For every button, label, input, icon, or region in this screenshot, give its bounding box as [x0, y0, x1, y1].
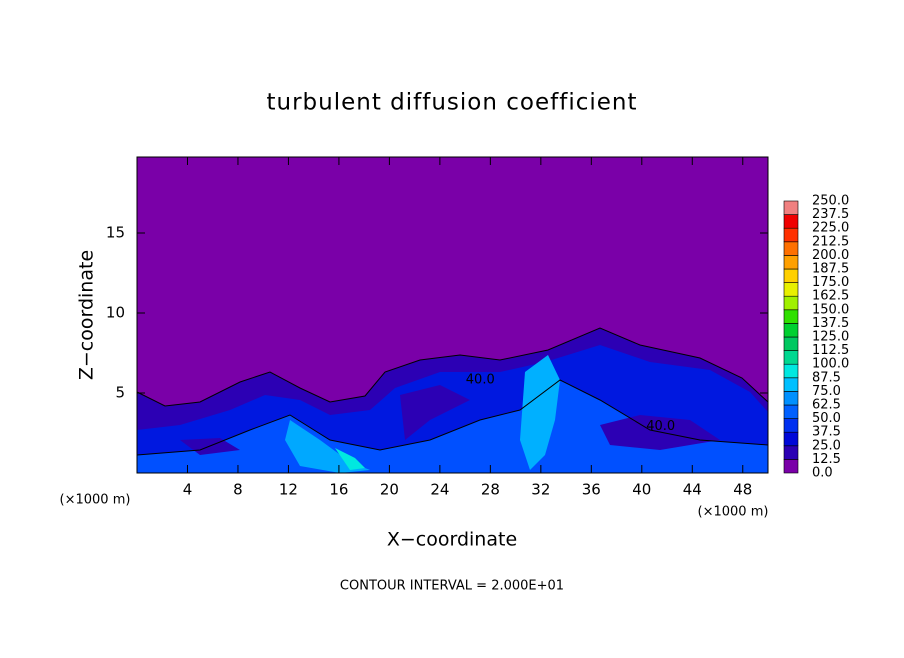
- colorbar-cell: [783, 241, 799, 256]
- x-tick-label: 28: [481, 481, 500, 499]
- chart-title: turbulent diffusion coefficient: [266, 90, 637, 116]
- colorbar-label: 37.5: [812, 425, 841, 440]
- x-tick-label: 32: [531, 481, 550, 499]
- contour-interval: CONTOUR INTERVAL = 2.000E+01: [340, 579, 564, 594]
- colorbar-cell: [783, 282, 799, 297]
- colorbar-label: 100.0: [812, 357, 849, 372]
- x-tick-label: 4: [183, 481, 193, 499]
- colorbar-cell: [783, 214, 799, 229]
- colorbar-label: 62.5: [812, 398, 841, 413]
- x-tick-label: 40: [632, 481, 651, 499]
- colorbar-label: 212.5: [812, 234, 849, 249]
- colorbar-cell: [783, 309, 799, 324]
- x-unit: (×1000 m): [60, 493, 131, 508]
- colorbar-label: 87.5: [812, 370, 841, 385]
- colorbar-label: 175.0: [812, 275, 849, 290]
- contour-line: [136, 327, 769, 407]
- x-tick-label: 12: [279, 481, 298, 499]
- colorbar-label: 162.5: [812, 289, 849, 304]
- x-unit: (×1000 m): [698, 505, 769, 520]
- field: [136, 157, 769, 473]
- colorbar-cell: [783, 363, 799, 379]
- colorbar-label: 225.0: [812, 221, 849, 236]
- colorbar-label: 137.5: [812, 316, 849, 331]
- colorbar-cell: [783, 445, 799, 460]
- y-tick-label: 5: [115, 384, 125, 402]
- contour-label: 40.0: [466, 373, 495, 388]
- colorbar-label: 250.0: [812, 194, 849, 209]
- colorbar-cell: [783, 459, 799, 474]
- colorbar-cell: [783, 200, 799, 215]
- x-tick-label: 8: [233, 481, 243, 499]
- colorbar-cell: [783, 295, 799, 311]
- colorbar-cell: [783, 323, 799, 338]
- x-tick-label: 36: [582, 481, 601, 499]
- colorbar-cell: [783, 404, 799, 419]
- y-tick-label: 15: [106, 224, 125, 242]
- field-layer: [520, 355, 560, 470]
- x-axis-label: X−coordinate: [387, 529, 517, 551]
- field-layer: [180, 385, 720, 455]
- colorbar-label: 75.0: [812, 384, 841, 399]
- x-tick-label: 16: [329, 481, 348, 499]
- x-tick-label: 44: [683, 481, 702, 499]
- colorbar-cell: [783, 431, 799, 447]
- x-tick-label: 48: [733, 481, 752, 499]
- colorbar-label: 125.0: [812, 330, 849, 345]
- field-layer: [335, 448, 365, 470]
- colorbar-label: 112.5: [812, 343, 849, 358]
- colorbar-label: 150.0: [812, 302, 849, 317]
- colorbar-label: 50.0: [812, 411, 841, 426]
- colorbar-label: 200.0: [812, 248, 849, 263]
- colorbar-cell: [783, 377, 799, 392]
- colorbar-cell: [783, 391, 799, 406]
- y-axis-label: Z−coordinate: [76, 250, 98, 380]
- colorbar-cell: [783, 227, 799, 243]
- colorbar-cell: [783, 255, 799, 270]
- x-tick-label: 20: [380, 481, 399, 499]
- colorbar-cell: [783, 336, 799, 351]
- colorbar-label: 25.0: [812, 438, 841, 453]
- y-tick-label: 10: [106, 304, 125, 322]
- colorbar-label: 0.0: [812, 466, 833, 481]
- plot-frame: [136, 156, 769, 474]
- x-tick-label: 24: [430, 481, 449, 499]
- contour-label: 40.0: [646, 419, 675, 434]
- contour-line: [136, 379, 769, 456]
- colorbar-label: 187.5: [812, 262, 849, 277]
- colorbar-cell: [783, 418, 799, 433]
- field-layer: [285, 420, 370, 473]
- colorbar-label: 12.5: [812, 452, 841, 467]
- colorbar-cell: [783, 350, 799, 365]
- colorbar-label: 237.5: [812, 207, 849, 222]
- colorbar-cell: [783, 268, 799, 283]
